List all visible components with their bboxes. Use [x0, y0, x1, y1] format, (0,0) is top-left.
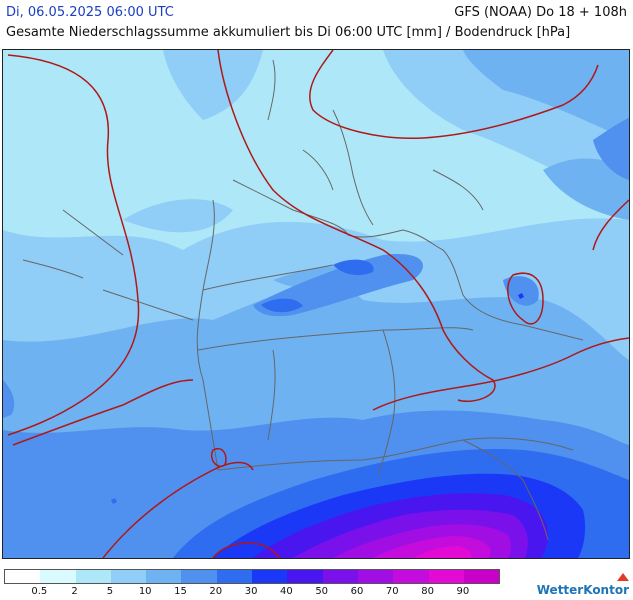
isobars — [7, 50, 629, 558]
legend-labels: 0.5 2 5 10 15 20 30 40 50 60 70 80 90 — [4, 586, 498, 598]
legend-label: 50 — [315, 586, 329, 597]
legend-label: 2 — [71, 586, 78, 597]
legend-label: 30 — [244, 586, 258, 597]
legend-swatch — [75, 570, 111, 583]
title-datetime: Di, 06.05.2025 06:00 UTC — [6, 5, 174, 20]
legend-swatch — [252, 570, 288, 583]
map-subtitle: Gesamte Niederschlagssumme akkumuliert b… — [6, 25, 571, 40]
legend-label: 90 — [456, 586, 470, 597]
legend-label: 70 — [385, 586, 399, 597]
legend-swatch — [5, 570, 41, 583]
precipitation-legend — [4, 569, 501, 584]
legend-label: 80 — [421, 586, 434, 597]
legend-swatch — [463, 570, 500, 583]
legend-swatch — [146, 570, 182, 583]
legend-swatch — [322, 570, 358, 583]
wetterkontor-logo-icon — [617, 573, 629, 581]
legend-label: 15 — [174, 586, 187, 597]
country-borders — [22, 59, 584, 541]
legend-label: 20 — [209, 586, 223, 597]
precip-cell — [518, 293, 524, 299]
precip-cell — [111, 498, 117, 504]
legend-swatch — [428, 570, 464, 583]
precip-heavy-core — [253, 493, 548, 558]
legend-swatch — [393, 570, 429, 583]
legend-label: 0.5 — [31, 586, 48, 597]
legend-swatch — [216, 570, 253, 583]
legend-swatch — [110, 570, 147, 583]
precipitation-map — [2, 49, 630, 559]
legend-swatch — [40, 570, 76, 583]
legend-swatch — [181, 570, 217, 583]
title-model: GFS (NOAA) Do 18 + 108h — [454, 5, 627, 20]
legend-label: 60 — [350, 586, 364, 597]
legend-swatch — [287, 570, 323, 583]
legend-label: 5 — [106, 586, 114, 597]
brand-logo: WetterKontor — [536, 583, 629, 597]
legend-label: 40 — [280, 586, 293, 597]
legend-label: 10 — [138, 586, 152, 597]
legend-swatch — [357, 570, 394, 583]
